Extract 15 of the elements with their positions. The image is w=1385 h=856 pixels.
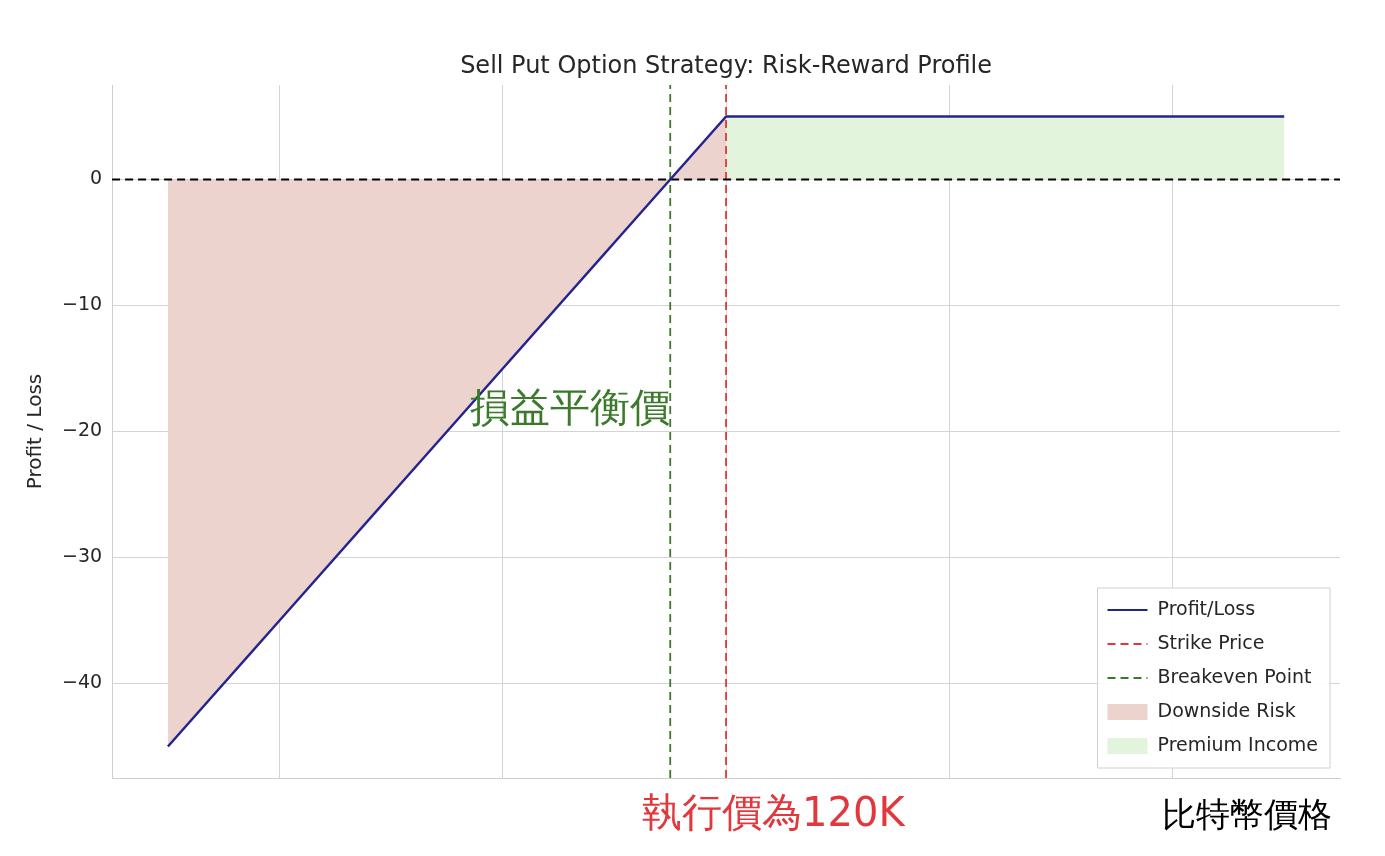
annotation: 損益平衡價 [470, 384, 671, 431]
text: 執行價為120K [642, 789, 907, 836]
legend-label: Premium Income [1157, 732, 1318, 755]
y-tick-label: −10 [61, 292, 103, 315]
text: Breakeven Point [1157, 664, 1312, 687]
y-tick-label: −20 [61, 418, 103, 441]
y-tick-label: −40 [61, 670, 103, 693]
text: Strike Price [1157, 630, 1265, 653]
y-axis-title: Profit / Loss [22, 373, 47, 490]
x-axis-title: 比特幣價格 [1162, 793, 1332, 834]
legend-label: Profit/Loss [1157, 596, 1256, 619]
y-tick-label: −30 [61, 544, 103, 567]
y-tick-label: 0 [90, 166, 103, 189]
legend-label: Downside Risk [1157, 698, 1296, 721]
chart-title: Sell Put Option Strategy: Risk-Reward Profile [460, 51, 992, 80]
